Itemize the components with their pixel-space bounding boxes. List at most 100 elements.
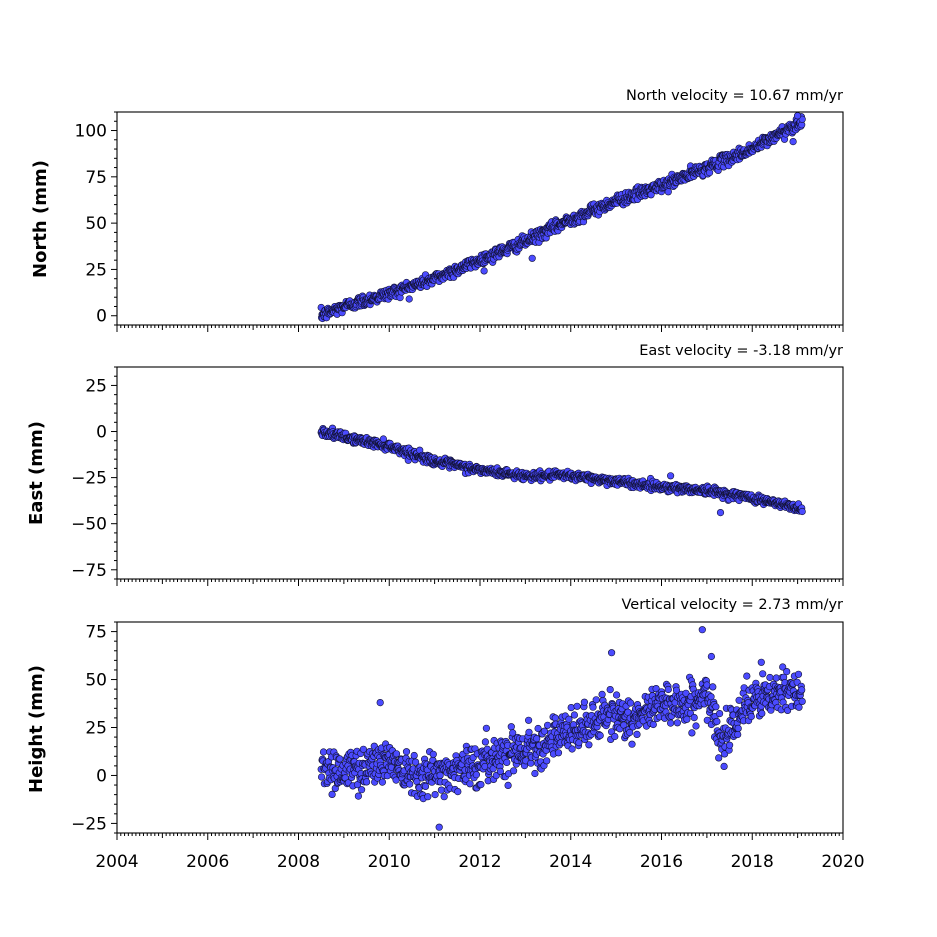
data-point: [531, 769, 539, 778]
y-tick-label: 0: [96, 423, 107, 443]
x-tick-label: 2004: [95, 852, 138, 872]
data-point: [527, 759, 535, 767]
data-point: [683, 715, 691, 723]
data-point: [354, 792, 363, 800]
data-point: [477, 780, 485, 789]
data-point: [543, 757, 551, 765]
east-panel: −75 −50 −25 0 25 East velocity = -3.18 mm/yr E…: [26, 343, 844, 586]
data-point: [690, 713, 698, 722]
data-point: [412, 758, 420, 766]
data-point: [431, 790, 439, 799]
height-axis-label: Height (mm): [26, 665, 47, 793]
data-point: [596, 731, 604, 740]
x-tick-label: 2016: [640, 852, 683, 872]
data-point: [725, 741, 734, 749]
data-point: [715, 709, 724, 718]
data-point: [565, 715, 573, 723]
y-tick-label: 100: [75, 122, 107, 142]
data-point: [592, 696, 600, 704]
data-points: [317, 424, 806, 517]
data-points: [317, 626, 806, 831]
data-point: [543, 721, 552, 729]
east-axis-label: East (mm): [26, 421, 47, 525]
data-point: [318, 773, 326, 781]
data-point: [336, 755, 344, 763]
data-point: [533, 734, 541, 743]
outlier-point: [698, 626, 706, 634]
data-point: [379, 435, 388, 443]
data-point: [692, 722, 700, 730]
y-tick-label: 50: [85, 214, 107, 234]
north-velocity-title: North velocity = 10.67 mm/yr: [626, 88, 843, 104]
data-point: [743, 672, 751, 680]
y-tick-label: −25: [71, 814, 107, 834]
outlier-point: [707, 652, 716, 661]
data-point: [585, 741, 593, 749]
vertical-velocity-title: Vertical velocity = 2.73 mm/yr: [622, 597, 844, 613]
y-tick-label: 75: [85, 623, 107, 643]
data-point: [734, 730, 742, 739]
data-point: [673, 719, 682, 727]
y-tick-label: −25: [71, 469, 107, 489]
east-velocity-title: East velocity = -3.18 mm/yr: [639, 343, 843, 359]
data-point: [480, 267, 488, 275]
data-point: [454, 787, 462, 796]
data-point: [606, 685, 614, 694]
data-point: [589, 703, 597, 711]
data-point: [424, 793, 432, 801]
data-point: [567, 703, 575, 712]
data-point: [504, 781, 512, 790]
x-tick-label: 2012: [458, 852, 501, 872]
data-point: [540, 727, 549, 735]
data-point: [363, 778, 371, 786]
data-point: [798, 686, 806, 694]
data-point: [779, 663, 787, 671]
data-point: [524, 716, 533, 724]
data-point: [688, 729, 696, 737]
x-tick-label: 2020: [821, 852, 864, 872]
data-point: [436, 771, 444, 780]
x-tick-label: 2010: [368, 852, 411, 872]
data-point: [575, 738, 583, 747]
data-point: [664, 685, 672, 694]
data-point: [649, 720, 657, 729]
data-point: [612, 691, 621, 699]
x-tick-label: 2018: [731, 852, 774, 872]
data-point: [672, 686, 681, 694]
data-point: [440, 793, 448, 801]
outlier-point: [793, 112, 802, 120]
data-point: [507, 723, 515, 731]
data-point: [626, 699, 635, 707]
outlier-point: [716, 508, 725, 517]
data-point: [703, 681, 711, 689]
y-tick-label: 25: [85, 376, 107, 396]
data-point: [709, 683, 717, 691]
data-point: [573, 702, 581, 710]
data-point: [421, 782, 430, 791]
outlier-point: [435, 823, 443, 831]
x-tick-label: 2008: [277, 852, 320, 872]
data-point: [319, 748, 328, 756]
y-tick-label: 75: [85, 168, 107, 188]
data-point: [405, 295, 413, 303]
data-point: [712, 703, 720, 711]
data-point: [551, 714, 559, 722]
data-point: [328, 790, 336, 799]
data-point: [682, 689, 690, 697]
data-point: [429, 750, 437, 758]
data-point: [794, 670, 803, 678]
outlier-point: [789, 138, 797, 146]
data-point: [664, 188, 672, 196]
y-tick-label: 25: [85, 260, 107, 280]
y-tick-label: 0: [96, 766, 107, 786]
outlier-point: [607, 649, 616, 657]
data-point: [766, 673, 774, 682]
data-point: [525, 728, 533, 736]
outlier-point: [757, 658, 765, 666]
data-point: [580, 698, 589, 706]
data-point: [466, 780, 474, 788]
data-point: [783, 667, 791, 676]
x-tick-label: 2006: [186, 852, 229, 872]
outlier-point: [376, 698, 384, 707]
height-panel: −25 0 25 50 75 2004 2006 2008 2010 2012 2014 2016 20…: [26, 597, 865, 872]
